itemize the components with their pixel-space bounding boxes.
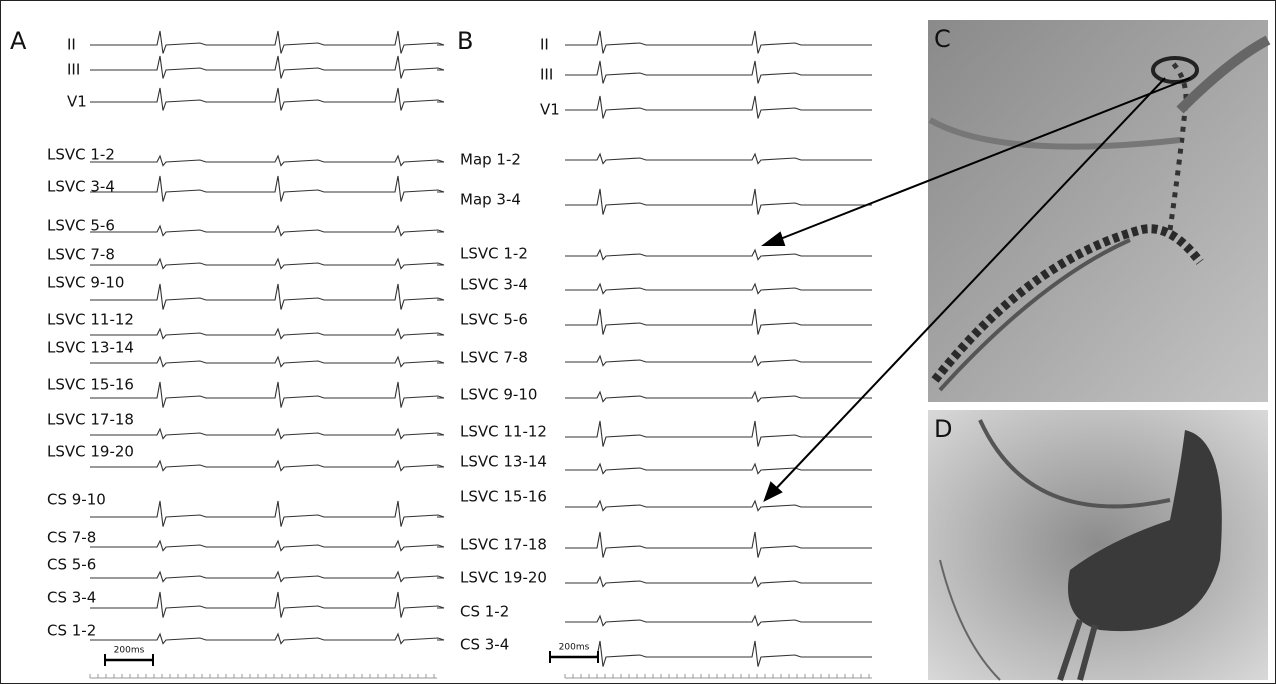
egm-trace (90, 55, 445, 79)
channel-label: CS 5-6 (47, 556, 96, 574)
egm-trace (565, 420, 872, 447)
channel-label: V1 (67, 93, 87, 111)
channel-label: LSVC 9-10 (460, 386, 537, 404)
panel-label: C (934, 25, 951, 53)
channel-label: CS 1-2 (47, 622, 96, 640)
egm-trace (90, 224, 445, 237)
egm-trace (565, 152, 872, 165)
channel-label: LSVC 7-8 (460, 349, 528, 367)
channel-label: CS 3-4 (460, 636, 509, 654)
channel-label: LSVC 11-12 (460, 423, 547, 441)
channel-label: LSVC 19-20 (460, 569, 547, 587)
channel-label: LSVC 5-6 (460, 311, 528, 329)
egm-trace (565, 499, 872, 512)
channel-label: LSVC 19-20 (47, 443, 134, 461)
channel-label: Map 1-2 (460, 151, 521, 169)
scale-bar-label: 200ms (559, 643, 590, 653)
egm-trace (90, 632, 445, 645)
channel-label: LSVC 3-4 (47, 178, 115, 196)
channel-label: LSVC 13-14 (460, 453, 547, 471)
channel-label: CS 1-2 (460, 603, 509, 621)
egm-trace (565, 30, 872, 54)
egm-trace (565, 248, 872, 261)
egm-trace (90, 381, 445, 408)
channel-label: LSVC 17-18 (460, 536, 547, 554)
egm-trace (90, 459, 445, 472)
channel-label: V1 (540, 101, 560, 119)
channel-label: CS 3-4 (47, 589, 96, 607)
egm-trace (565, 60, 872, 84)
channel-label: LSVC 5-6 (47, 217, 115, 235)
egm-trace (90, 539, 445, 552)
egm-trace (90, 327, 445, 340)
channel-label: LSVC 11-12 (47, 311, 134, 329)
channel-label: LSVC 3-4 (460, 276, 528, 294)
channel-label: LSVC 15-16 (460, 488, 547, 506)
panel-label: A (10, 27, 27, 55)
egm-trace (90, 175, 445, 202)
egm-trace (90, 355, 445, 368)
channel-label: Map 3-4 (460, 191, 521, 209)
egm-trace (565, 308, 872, 335)
channel-label: LSVC 15-16 (47, 376, 134, 394)
panel-label: D (934, 415, 952, 443)
egm-trace (565, 531, 872, 558)
fluoro-image-c (928, 20, 1271, 402)
egm-trace (565, 614, 872, 627)
channel-label: LSVC 1-2 (47, 146, 115, 164)
egm-trace (90, 154, 445, 167)
egm-trace (90, 591, 445, 618)
channel-label: III (540, 66, 553, 84)
egm-trace (565, 640, 872, 667)
egm-trace (90, 283, 445, 310)
scale-bar-label: 200ms (114, 646, 145, 656)
egm-trace (565, 95, 872, 119)
egm-trace (90, 500, 445, 527)
egm-trace (565, 390, 872, 403)
egm-trace (90, 30, 445, 54)
egm-trace (565, 354, 872, 367)
channel-label: III (67, 61, 80, 79)
egm-trace (565, 575, 872, 588)
channel-label: CS 7-8 (47, 529, 96, 547)
egm-trace (90, 427, 445, 440)
channel-label: LSVC 13-14 (47, 339, 134, 357)
fluoro-image-d (928, 410, 1268, 681)
channel-label: LSVC 1-2 (460, 245, 528, 263)
panel-label: B (457, 27, 473, 55)
egm-trace (565, 188, 872, 215)
arrows (761, 77, 1191, 503)
channel-label: LSVC 7-8 (47, 246, 115, 264)
egm-trace (90, 570, 445, 583)
channel-label: II (540, 36, 549, 54)
egm-trace (90, 87, 445, 111)
channel-label: LSVC 9-10 (47, 274, 124, 292)
egm-trace (90, 257, 445, 270)
channel-label: CS 9-10 (47, 491, 106, 509)
channel-label: LSVC 17-18 (47, 411, 134, 429)
egm-trace (565, 282, 872, 295)
channel-label: II (67, 36, 76, 54)
egm-trace (565, 462, 872, 475)
